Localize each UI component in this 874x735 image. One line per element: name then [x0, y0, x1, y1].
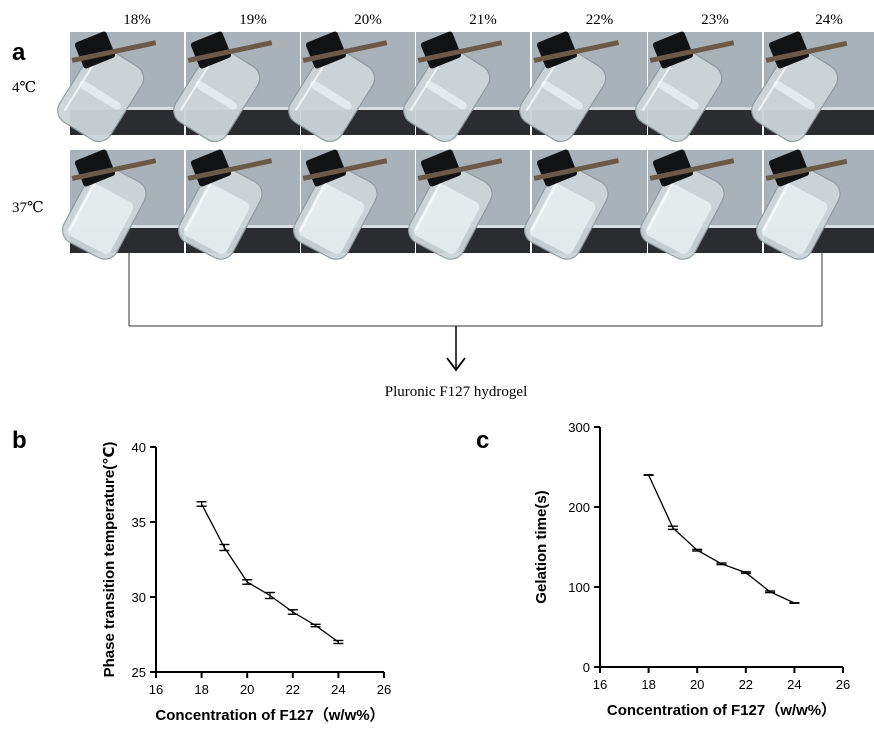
chart-c-data-point [740, 571, 751, 575]
chart-b-x-tick-label: 26 [377, 682, 391, 697]
grouping-bracket [128, 252, 823, 327]
row-label-4c: 4℃ [12, 80, 36, 96]
vial-photo [177, 149, 300, 260]
concentration-label: 24% [815, 12, 843, 28]
chart-b-data-point [219, 543, 230, 552]
chart-c-x-tick-label: 20 [690, 677, 704, 692]
vial-photo [292, 149, 415, 260]
chart-c-x-tick-label: 26 [836, 677, 850, 692]
chart-b-data-point [242, 579, 253, 585]
chart-b-y-tick-label: 25 [132, 665, 146, 680]
chart-b-data-point [310, 623, 321, 628]
vial-photo [523, 149, 647, 260]
chart-c-y-tick-label: 300 [568, 420, 590, 435]
concentration-label: 21% [469, 12, 497, 28]
vial-photo [288, 31, 415, 143]
chart-b-y-tick-label: 40 [132, 440, 146, 455]
chart-c-y-tick-label: 100 [568, 580, 590, 595]
vial-photo [755, 149, 874, 260]
row-label-37c: 37℃ [12, 200, 44, 216]
chart-b-x-tick-label: 18 [194, 682, 208, 697]
vial-photo [751, 31, 874, 143]
concentration-label: 18% [123, 12, 151, 28]
vial-photo [61, 149, 184, 260]
chart-b-data-point [196, 501, 207, 507]
vial-photo [639, 149, 762, 260]
chart-b-series-line [201, 503, 339, 643]
concentration-header: 18% 19% 20% 21% 22% 23% 24% [123, 12, 843, 28]
panel-a-label: a [12, 39, 26, 66]
chart-c-series-line [648, 474, 795, 604]
concentration-label: 20% [354, 12, 382, 28]
panel-c-label: c [476, 427, 489, 454]
chart-b-x-tick-label: 22 [286, 682, 300, 697]
concentration-label: 23% [701, 12, 729, 28]
vial-photo [173, 31, 300, 143]
concentration-label: 19% [239, 12, 267, 28]
chart-c-x-tick-label: 16 [593, 677, 607, 692]
panel-b-label: b [12, 427, 27, 454]
chart-c-y-tick-label: 0 [583, 660, 590, 675]
hydrogel-caption: Pluronic F127 hydrogel [385, 384, 528, 400]
chart-c-y-tick-label: 200 [568, 500, 590, 515]
chart-c-x-tick-label: 22 [739, 677, 753, 692]
chart-c-x-tick-label: 24 [787, 677, 801, 692]
chart-b-y-tick-label: 30 [132, 590, 146, 605]
chart-c-x-tick-label: 18 [641, 677, 655, 692]
chart-b-y-axis-title: Phase transition temperature(℃) [101, 442, 118, 678]
vial-photo [403, 31, 530, 143]
chart-c-gelation-time: 16 18 20 22 24 26 0 100 200 300 Concentration of F… [533, 420, 850, 719]
vial-photo-grid [57, 31, 874, 260]
chart-b-data-point [265, 591, 275, 600]
chart-c-y-axis-title: Gelation time(s) [533, 490, 550, 603]
chart-c-data-point [765, 590, 776, 594]
vial-photo [57, 31, 184, 143]
chart-c-data-point [667, 525, 678, 531]
chart-b-x-tick-label: 24 [331, 682, 345, 697]
chart-b-y-tick-label: 35 [132, 515, 146, 530]
chart-c-data-point [716, 562, 727, 566]
vial-photo [519, 31, 647, 143]
chart-b-x-tick-label: 20 [240, 682, 254, 697]
chart-b-phase-transition: 16 18 20 22 24 26 25 30 35 40 Concentration of F12… [101, 440, 391, 724]
vial-photo [407, 149, 530, 260]
chart-b-data-point [333, 639, 344, 645]
chart-c-x-axis-title: Concentration of F127（w/w%） [607, 701, 836, 719]
concentration-label: 22% [586, 12, 614, 28]
chart-c-data-point [692, 548, 703, 552]
down-arrow-icon [446, 326, 466, 372]
chart-b-x-axis-title: Concentration of F127（w/w%） [155, 706, 384, 724]
vial-photo [635, 31, 762, 143]
chart-b-x-tick-label: 16 [149, 682, 163, 697]
chart-b-data-point [287, 609, 298, 615]
